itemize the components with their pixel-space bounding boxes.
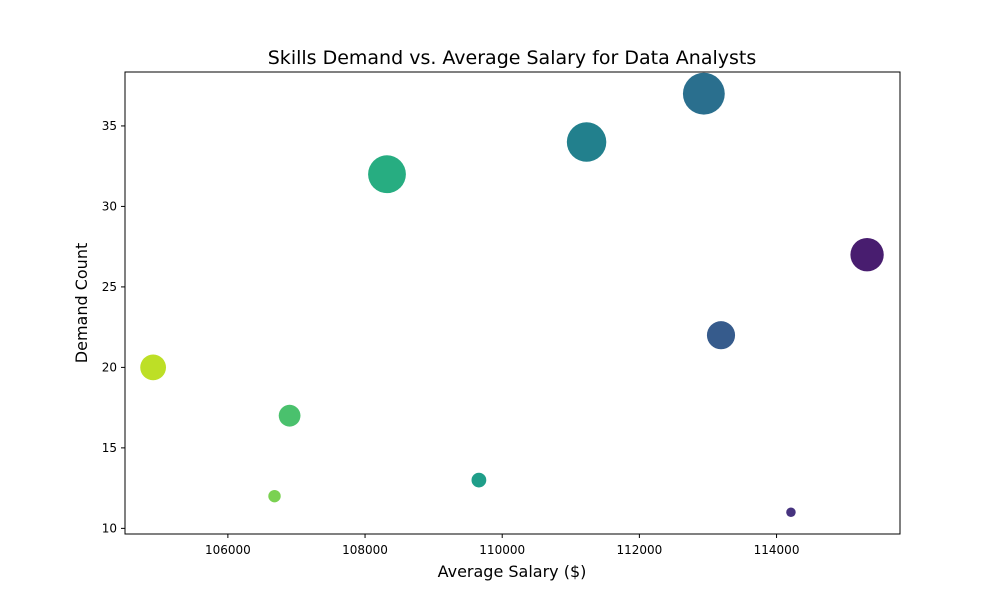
chart-title: Skills Demand vs. Average Salary for Dat… [268, 47, 756, 69]
scatter-point-4 [706, 321, 736, 350]
scatter-point-5 [140, 354, 167, 381]
y-tick-label: 25 [102, 280, 117, 294]
x-tick-label: 114000 [754, 543, 800, 557]
scatter-point-1 [566, 122, 607, 162]
plot-frame [124, 71, 901, 535]
y-tick-label: 20 [102, 360, 117, 374]
points-layer [140, 72, 884, 518]
scatter-point-6 [278, 404, 301, 427]
y-tick-label: 35 [102, 119, 117, 133]
x-tick-label: 112000 [616, 543, 662, 557]
scatter-point-2 [368, 155, 406, 194]
scatter-point-9 [786, 507, 796, 518]
x-axis-ticks: 106000 108000 110000 112000 114000 [205, 534, 799, 557]
scatter-point-0 [682, 72, 725, 115]
x-tick-label: 110000 [479, 543, 525, 557]
scatter-point-7 [471, 472, 487, 488]
x-axis-label: Average Salary ($) [438, 562, 587, 581]
scatter-point-8 [268, 489, 281, 503]
scatter-point-3 [850, 238, 884, 272]
y-tick-label: 10 [102, 521, 117, 535]
y-tick-label: 15 [102, 441, 117, 455]
x-tick-label: 108000 [342, 543, 388, 557]
y-tick-label: 30 [102, 199, 117, 213]
y-axis-label: Demand Count [72, 243, 91, 363]
x-tick-label: 106000 [205, 543, 251, 557]
y-axis-ticks: 10 15 20 25 30 35 [102, 119, 125, 535]
